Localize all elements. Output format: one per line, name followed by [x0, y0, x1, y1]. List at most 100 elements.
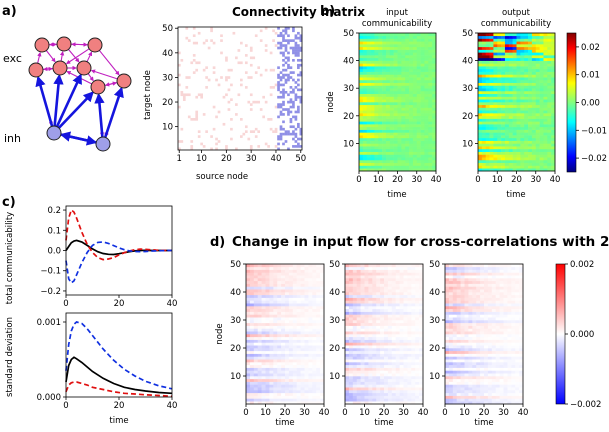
heat-cell: [304, 308, 309, 312]
heat-cell: [364, 370, 369, 374]
heat-cell: [476, 359, 481, 363]
heat-cell: [520, 57, 525, 61]
connectivity-cell: [182, 95, 186, 99]
y-tick-label: 10: [462, 139, 473, 149]
heat-cell: [485, 52, 490, 56]
connectivity-cell: [235, 113, 238, 116]
heat-cell: [531, 55, 537, 59]
connectivity-cell: [187, 76, 191, 79]
heat-cell: [385, 129, 391, 133]
heat-cell: [359, 93, 364, 97]
heat-cell: [520, 113, 525, 117]
connectivity-cell: [274, 127, 278, 131]
heat-cell: [378, 66, 383, 70]
heat-cell: [273, 401, 278, 405]
heat-cell: [253, 331, 258, 335]
heat-cell: [316, 359, 321, 363]
heat-cell: [389, 74, 394, 78]
heat-cell: [481, 154, 486, 158]
heat-cell: [420, 35, 425, 39]
heat-cell: [265, 339, 270, 343]
heat-cell: [531, 66, 537, 70]
heat-cell: [528, 90, 533, 95]
heat-cell: [524, 102, 529, 106]
heat-cell: [424, 57, 429, 61]
connectivity-cell: [287, 78, 290, 82]
heat-cell: [288, 269, 294, 273]
heat-cell: [551, 118, 556, 122]
heat-cell: [416, 168, 421, 172]
heat-cell: [512, 35, 517, 39]
heat-cell: [308, 322, 313, 326]
heat-cell: [397, 44, 402, 48]
heat-cell: [519, 381, 524, 385]
heat-cell: [391, 311, 396, 315]
heat-cell: [407, 339, 412, 343]
connectivity-cell: [299, 88, 303, 92]
heat-cell: [395, 392, 400, 396]
heat-cell: [489, 115, 494, 119]
heat-cell: [389, 68, 394, 72]
heat-cell: [485, 107, 490, 111]
connectivity-cell: [282, 58, 285, 62]
heat-cell: [452, 378, 457, 382]
heat-cell: [497, 104, 502, 108]
heat-cell: [269, 275, 274, 279]
heat-cell: [478, 118, 483, 122]
heat-cell: [468, 401, 473, 405]
heat-cell: [257, 311, 262, 315]
heat-cell: [493, 74, 498, 78]
heat-cell: [481, 129, 486, 133]
heat-cell: [300, 345, 305, 349]
heat-cell: [366, 85, 371, 89]
heat-cell: [539, 113, 544, 117]
connectivity-cell: [269, 118, 273, 121]
heat-cell: [535, 33, 540, 37]
heat-cell: [288, 331, 294, 335]
heat-cell: [551, 38, 556, 42]
heat-cell: [543, 49, 548, 53]
heat-cell: [356, 300, 361, 304]
heat-cell: [300, 331, 305, 335]
exc-edge: [65, 48, 90, 65]
heat-cell: [395, 350, 400, 354]
heat-cell: [253, 378, 258, 382]
heat-cell: [320, 387, 325, 391]
heat-cell: [508, 157, 513, 161]
heat-cell: [387, 364, 393, 368]
heat-cell: [507, 392, 512, 396]
heat-cell: [528, 57, 533, 61]
heat-cell: [468, 378, 473, 382]
heat-cell: [352, 356, 357, 360]
heat-cell: [387, 353, 393, 357]
heat-cell: [403, 336, 408, 340]
heat-cell: [249, 306, 255, 310]
heat-cell: [397, 148, 402, 152]
heat-cell: [320, 266, 325, 270]
heat-cell: [261, 289, 266, 293]
heat-cell: [411, 280, 416, 284]
heat-cell: [273, 364, 278, 368]
heat-cell: [411, 364, 416, 368]
inh-edge: [59, 131, 97, 144]
heat-cell: [411, 387, 416, 391]
heat-cell: [352, 300, 357, 304]
heat-cell: [393, 79, 398, 83]
heat-cell: [257, 362, 262, 366]
heat-cell: [512, 63, 517, 67]
heat-cell: [292, 272, 297, 276]
heat-cell: [384, 342, 389, 346]
heat-cell: [503, 359, 508, 363]
heat-cell: [359, 38, 364, 42]
heat-cell: [246, 353, 251, 357]
heat-cell: [547, 159, 552, 164]
heat-cell: [409, 88, 414, 92]
heat-cell: [345, 381, 350, 385]
heat-cell: [411, 359, 416, 363]
heat-cell: [531, 68, 537, 72]
heat-cell: [389, 79, 394, 83]
heat-cell: [380, 348, 385, 352]
heat-cell: [420, 52, 425, 56]
series-line-exc: [65, 381, 173, 398]
heat-cell: [360, 275, 365, 279]
